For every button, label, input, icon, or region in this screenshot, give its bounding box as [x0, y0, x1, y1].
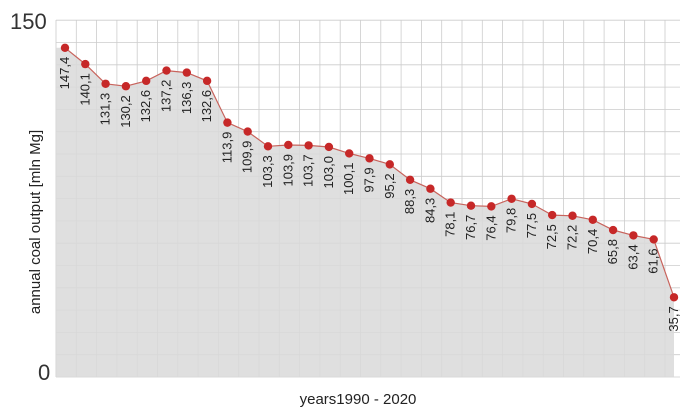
data-label-2015: 72,2	[565, 225, 580, 250]
data-point-2008	[426, 184, 435, 193]
data-label-2020: 35,7	[666, 306, 681, 331]
data-label-2014: 72,5	[544, 224, 559, 249]
data-label-2018: 63,4	[625, 244, 640, 269]
data-point-2015	[568, 211, 577, 220]
data-label-2010: 76,7	[463, 215, 478, 240]
data-label-2000: 103,3	[260, 155, 275, 188]
data-point-2018	[629, 231, 638, 240]
data-labels: 147,4 140,1 131,3 130,2 132,6 137,2 136,3 132,6…	[57, 57, 681, 332]
data-label-1993: 130,2	[118, 95, 133, 128]
data-points	[60, 43, 679, 302]
y-axis-title: annual coal output [mln Mg]	[27, 130, 44, 314]
data-point-2005	[365, 154, 374, 163]
data-point-2014	[548, 210, 557, 220]
data-label-1997: 132,6	[199, 90, 214, 123]
data-point-1997	[202, 76, 212, 86]
data-label-2002: 103,7	[301, 154, 316, 187]
data-point-2020	[669, 293, 679, 302]
area-fill	[56, 47, 674, 378]
y-tick-label-max: 150	[10, 9, 47, 34]
data-label-2009: 78,1	[443, 212, 458, 237]
data-label-1994: 132,6	[138, 90, 153, 123]
data-label-2011: 76,4	[483, 215, 498, 240]
data-point-1994	[142, 76, 151, 86]
data-label-2005: 97,9	[362, 167, 377, 192]
data-point-2019	[649, 235, 658, 244]
data-label-2013: 77,5	[524, 213, 539, 238]
data-point-2007	[405, 175, 415, 184]
data-label-1991: 140,1	[77, 73, 92, 106]
data-label-2001: 103,9	[280, 154, 295, 187]
data-point-1999	[243, 127, 252, 136]
y-tick-label-min: 0	[38, 360, 50, 385]
data-label-1999: 109,9	[240, 141, 255, 174]
data-point-1993	[121, 82, 131, 91]
data-label-2017: 65,8	[605, 239, 620, 264]
data-label-2004: 100,1	[341, 162, 356, 195]
data-point-1995	[162, 66, 171, 75]
data-label-2006: 95,2	[382, 173, 397, 198]
data-point-1991	[81, 59, 90, 69]
data-point-2013	[527, 199, 537, 209]
data-label-1995: 137,2	[159, 80, 174, 113]
data-point-2017	[608, 225, 618, 235]
data-point-2003	[324, 142, 334, 152]
data-point-2010	[466, 201, 476, 210]
data-point-2002	[304, 141, 313, 150]
x-axis-title: years1990 - 2020	[300, 391, 417, 408]
data-label-2012: 79,8	[504, 208, 519, 233]
data-point-2004	[345, 149, 354, 158]
data-label-1992: 131,3	[98, 93, 113, 126]
data-point-1990	[60, 43, 70, 53]
data-label-2016: 70,4	[585, 229, 600, 254]
data-point-2001	[284, 140, 293, 150]
data-point-2016	[588, 215, 597, 224]
data-point-2011	[487, 202, 496, 211]
data-label-1998: 113,9	[219, 132, 234, 164]
data-label-1990: 147,4	[57, 57, 72, 90]
data-label-2007: 88,3	[402, 189, 417, 214]
data-label-2019: 61,6	[646, 248, 661, 273]
data-point-1992	[101, 79, 110, 88]
data-point-2012	[507, 194, 516, 203]
data-point-2009	[446, 198, 455, 207]
data-label-1996: 136,3	[179, 82, 194, 115]
data-label-2008: 84,3	[422, 198, 437, 223]
data-point-2000	[263, 142, 273, 151]
data-point-1998	[223, 118, 232, 127]
data-label-2003: 103,0	[321, 156, 336, 189]
data-point-2006	[385, 160, 394, 169]
data-point-1996	[182, 68, 191, 77]
